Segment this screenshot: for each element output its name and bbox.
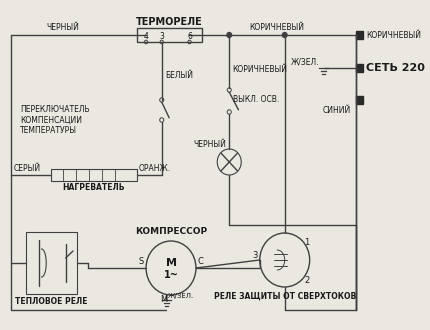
Text: ЧЕРНЫЙ: ЧЕРНЫЙ (46, 23, 79, 32)
Circle shape (227, 32, 231, 38)
Text: КОРИЧНЕВЫЙ: КОРИЧНЕВЫЙ (366, 30, 421, 40)
Text: M: M (160, 295, 167, 305)
Text: S: S (139, 256, 144, 266)
Text: 4: 4 (144, 32, 148, 41)
Text: ПЕРЕКЛЮЧАТЕЛЬ
КОМПЕНСАЦИИ
ТЕМПЕРАТУРЫ: ПЕРЕКЛЮЧАТЕЛЬ КОМПЕНСАЦИИ ТЕМПЕРАТУРЫ (20, 105, 90, 135)
Text: ЧЕРНЫЙ: ЧЕРНЫЙ (194, 140, 227, 149)
Text: СЕРЫЙ: СЕРЫЙ (14, 164, 41, 173)
Text: 3: 3 (160, 32, 164, 41)
Text: КОРИЧНЕВЫЙ: КОРИЧНЕВЫЙ (232, 65, 287, 75)
Text: КОМПРЕССОР: КОМПРЕССОР (135, 226, 207, 236)
Text: ВЫКЛ. ОСВ.: ВЫКЛ. ОСВ. (233, 95, 279, 105)
Text: ОРАНЖ.: ОРАНЖ. (138, 164, 171, 173)
Text: 2: 2 (304, 276, 310, 285)
Bar (26, 232, 77, 294)
Circle shape (283, 32, 287, 38)
Text: СИНИЙ: СИНИЙ (323, 106, 351, 115)
Text: РЕЛЕ ЗАЩИТЫ ОТ СВЕРХТОКОВ: РЕЛЕ ЗАЩИТЫ ОТ СВЕРХТОКОВ (214, 292, 356, 301)
Text: 1~: 1~ (163, 270, 178, 280)
Text: 1: 1 (304, 238, 310, 247)
Text: 3: 3 (252, 250, 258, 259)
Text: НАГРЕВАТЕЛЬ: НАГРЕВАТЕЛЬ (63, 183, 125, 192)
Text: БЕЛЫЙ: БЕЛЫЙ (166, 71, 194, 80)
Bar (356, 64, 363, 72)
Text: М: М (166, 258, 176, 268)
Text: ТЕРМОРЕЛЕ: ТЕРМОРЕЛЕ (136, 17, 203, 27)
Bar (356, 96, 363, 104)
Text: C: C (198, 256, 203, 266)
Bar (137, 28, 202, 42)
Text: КОРИЧНЕВЫЙ: КОРИЧНЕВЫЙ (249, 23, 304, 32)
Text: СЕТЬ 220: СЕТЬ 220 (366, 63, 425, 73)
Text: Ж/ЗЕЛ.: Ж/ЗЕЛ. (290, 57, 319, 67)
Text: 6: 6 (187, 32, 192, 41)
Bar (356, 31, 363, 39)
Text: Ж/ЗЕЛ.: Ж/ЗЕЛ. (168, 293, 194, 299)
Text: ТЕПЛОВОЕ РЕЛЕ: ТЕПЛОВОЕ РЕЛЕ (15, 297, 88, 306)
Bar (51, 169, 137, 181)
